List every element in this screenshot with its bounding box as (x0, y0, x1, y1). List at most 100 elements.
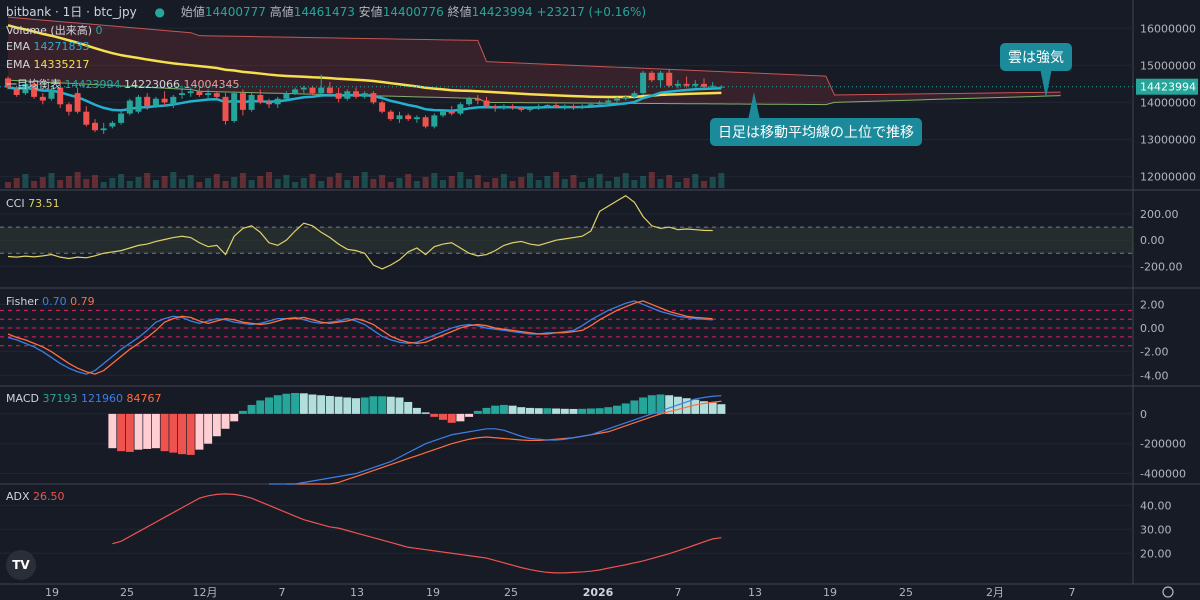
ema-legend-2[interactable]: EMA 14335217 (6, 58, 89, 71)
open-value: 14400777 (204, 5, 266, 19)
change-value: +23217 (+0.16%) (536, 5, 647, 19)
macd-line-value: 121960 (80, 392, 123, 405)
volume-bar (266, 172, 272, 188)
volume-bar (457, 172, 464, 188)
volume-bar (13, 178, 20, 188)
ema1-label: EMA (6, 40, 30, 53)
macd-hist-bar (273, 395, 282, 414)
candle-body (283, 93, 290, 99)
ichimoku-label: 一目均衡表 (6, 78, 61, 91)
macd-hist-bar (552, 408, 561, 414)
candle-body (544, 105, 551, 107)
candle-body (718, 86, 725, 88)
y-tick-label: 16000000 (1140, 22, 1196, 35)
candle-body (596, 102, 603, 105)
y-tick-label: -4.00 (1140, 369, 1168, 382)
macd-hist-bar (395, 397, 404, 414)
volume-bar (701, 181, 707, 188)
fisher-title: Fisher (6, 295, 39, 308)
macd-hist-bar (639, 397, 648, 414)
macd-hist-bar (169, 413, 178, 453)
candle-body (170, 96, 177, 105)
candle-body (248, 95, 255, 110)
macd-hist-bar (430, 413, 439, 417)
volume-bar (631, 180, 638, 188)
volume-bar (22, 174, 29, 188)
candle-body (231, 93, 238, 121)
volume-bar (492, 178, 499, 188)
macd-hist-bar (647, 395, 656, 414)
macd-hist-bar (378, 396, 387, 414)
ema2-value: 14335217 (33, 58, 90, 71)
ichimoku-legend[interactable]: 一目均衡表 14423994 14223066 14004345 (6, 76, 240, 92)
candle-body (448, 111, 455, 114)
volume-bar (483, 182, 490, 188)
y-tick-label: -200000 (1140, 438, 1186, 451)
candle-body (666, 72, 673, 86)
macd-hist-bar (212, 413, 221, 437)
macd-hist-bar (543, 408, 552, 414)
adx-legend[interactable]: ADX 26.50 (6, 490, 65, 503)
high-label: 高値 (269, 5, 294, 19)
macd-hist-bar (569, 408, 578, 414)
volume-bar (135, 177, 142, 188)
macd-hist-bar (308, 394, 317, 414)
candle-body (422, 117, 429, 127)
x-tick-label: 12月 (193, 586, 218, 599)
macd-hist-bar (665, 395, 674, 414)
adx-line (112, 493, 722, 574)
candle-body (274, 98, 281, 105)
volume-bar (448, 176, 455, 188)
macd-hist-bar (412, 407, 421, 414)
volume-bar (553, 172, 560, 188)
candle-body (213, 93, 220, 97)
macd-hist-bar (108, 413, 117, 449)
ema1-value: 14271833 (33, 40, 90, 53)
macd-hist-bar (325, 395, 334, 414)
volume-bar (561, 179, 568, 188)
volume-bar (126, 181, 133, 188)
volume-legend[interactable]: Volume (出来高) 0 (6, 22, 103, 38)
candle-body (222, 96, 229, 121)
y-tick-label: 30.00 (1140, 523, 1172, 536)
x-tick-label: 13 (748, 586, 762, 599)
tradingview-logo[interactable]: TV (6, 550, 36, 580)
volume-bar (544, 176, 551, 188)
candle-body (309, 87, 316, 94)
candle-body (701, 83, 707, 87)
price-tag-box (1136, 78, 1198, 95)
volume-bar (535, 180, 542, 188)
cci-line (7, 194, 713, 270)
fisher-legend[interactable]: Fisher 0.70 0.79 (6, 295, 95, 308)
volume-bar (474, 175, 481, 188)
volume-bar (379, 175, 386, 188)
candle-body (292, 89, 299, 94)
volume-bar (361, 172, 368, 188)
candle-body (527, 107, 533, 110)
volume-bar (431, 173, 438, 188)
candle-body (118, 113, 125, 123)
adx-value: 26.50 (33, 490, 65, 503)
cci-value: 73.51 (28, 197, 60, 210)
volume-bar (257, 176, 264, 188)
volume-bar (353, 176, 359, 188)
ichimoku-span-a (7, 79, 1061, 106)
fisher-value-1: 0.70 (42, 295, 67, 308)
macd-hist-bar (369, 396, 378, 414)
macd-hist-bar (186, 413, 195, 455)
volume-bar (413, 181, 420, 188)
macd-hist-bar (465, 413, 474, 417)
volume-bar (196, 182, 203, 188)
volume-bar (222, 181, 229, 188)
macd-legend[interactable]: MACD 37193 121960 84767 (6, 392, 161, 405)
x-tick-label: 25 (504, 586, 518, 599)
candle-body (65, 104, 72, 112)
candle-body (474, 98, 481, 101)
x-tick-label: 19 (426, 586, 440, 599)
ema-legend-1[interactable]: EMA 14271833 (6, 40, 89, 53)
candle-body (109, 122, 116, 127)
x-tick-label: 19 (45, 586, 59, 599)
cci-legend[interactable]: CCI 73.51 (6, 197, 60, 210)
volume-bar (326, 177, 333, 188)
macd-signal-value: 84767 (126, 392, 162, 405)
